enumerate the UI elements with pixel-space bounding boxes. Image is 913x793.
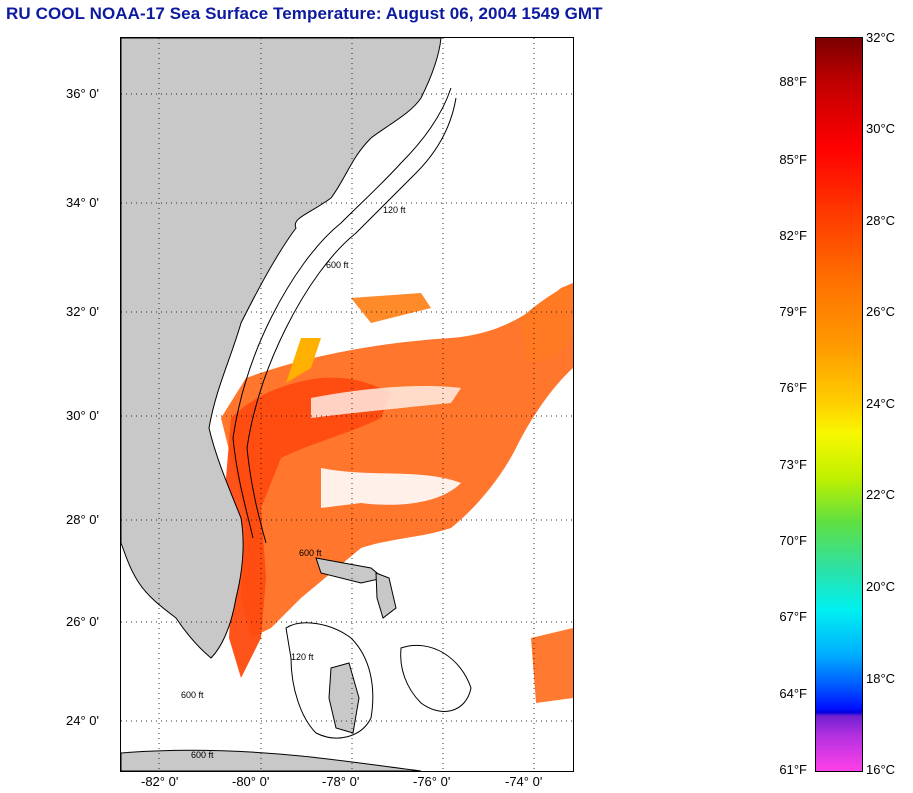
colorbar-c-label: 28°C bbox=[866, 213, 896, 228]
colorbar-f-label: 79°F bbox=[779, 304, 807, 319]
warm-water-mid bbox=[351, 293, 431, 323]
lon-label-82: -82° 0' bbox=[141, 774, 179, 789]
lat-label-26: 26° 0' bbox=[66, 614, 99, 629]
lat-label-36: 36° 0' bbox=[66, 86, 99, 101]
map-title: RU COOL NOAA-17 Sea Surface Temperature:… bbox=[6, 4, 603, 23]
isobath-label-600ft: 600 ft bbox=[299, 548, 322, 558]
colorbar-c-label: 30°C bbox=[866, 121, 896, 136]
colorbar-c-label: 24°C bbox=[866, 396, 896, 411]
isobath-label-120ft: 120 ft bbox=[291, 652, 314, 662]
colorbar-f-label: 88°F bbox=[779, 74, 807, 89]
lon-label-80: -80° 0' bbox=[232, 774, 270, 789]
map-grid bbox=[121, 38, 573, 771]
temperature-colorbar bbox=[815, 37, 863, 772]
warm-water-region bbox=[221, 283, 573, 638]
gulf-stream-core bbox=[226, 377, 391, 678]
lon-label-78: -78° 0' bbox=[322, 774, 360, 789]
colorbar-c-label: 20°C bbox=[866, 579, 896, 594]
warm-water-southeast bbox=[531, 628, 573, 703]
colorbar-f-label: 85°F bbox=[779, 152, 807, 167]
colorbar-f-label: 73°F bbox=[779, 457, 807, 472]
colorbar-f-label: 70°F bbox=[779, 533, 807, 548]
lat-label-32: 32° 0' bbox=[66, 304, 99, 319]
lat-label-34: 34° 0' bbox=[66, 195, 99, 210]
colorbar-f-label: 76°F bbox=[779, 380, 807, 395]
isobath-label-600ft: 600 ft bbox=[181, 690, 204, 700]
sst-map-canvas: 120 ft 600 ft 600 ft 120 ft 600 ft 600 f… bbox=[121, 38, 573, 771]
bahama-bank-contour bbox=[285, 622, 374, 739]
colorbar-f-label: 67°F bbox=[779, 609, 807, 624]
land-mainland bbox=[121, 38, 442, 659]
land-grand-bahama bbox=[315, 557, 385, 584]
colorbar-c-label: 16°C bbox=[866, 762, 896, 777]
isobath-label-120ft: 120 ft bbox=[383, 205, 406, 215]
isobath-600ft bbox=[246, 97, 457, 544]
lat-label-28: 28° 0' bbox=[66, 512, 99, 527]
colorbar-c-label: 22°C bbox=[866, 487, 896, 502]
colorbar-f-label: 64°F bbox=[779, 686, 807, 701]
cloud-gap bbox=[421, 538, 464, 578]
lat-label-24: 24° 0' bbox=[66, 713, 99, 728]
land-abaco bbox=[375, 572, 397, 619]
land-cuba bbox=[121, 749, 422, 771]
lon-label-74: -74° 0' bbox=[505, 774, 543, 789]
cloud-gap bbox=[321, 468, 461, 508]
isobath-label-600ft: 600 ft bbox=[326, 260, 349, 270]
lat-label-30: 30° 0' bbox=[66, 408, 99, 423]
land-andros bbox=[328, 662, 360, 734]
colorbar-f-label: 61°F bbox=[779, 762, 807, 777]
bahama-bank-contour bbox=[400, 644, 472, 712]
warm-water-strip bbox=[286, 338, 321, 383]
isobath-label-600ft: 600 ft bbox=[191, 750, 214, 760]
lon-label-76: -76° 0' bbox=[413, 774, 451, 789]
sst-map: 120 ft 600 ft 600 ft 120 ft 600 ft 600 f… bbox=[120, 37, 574, 772]
colorbar-f-label: 82°F bbox=[779, 228, 807, 243]
colorbar-c-label: 18°C bbox=[866, 671, 896, 686]
isobath-120ft bbox=[232, 87, 452, 539]
cloud-gap bbox=[311, 386, 461, 418]
colorbar-c-label: 32°C bbox=[866, 30, 896, 45]
colorbar-c-label: 26°C bbox=[866, 304, 896, 319]
